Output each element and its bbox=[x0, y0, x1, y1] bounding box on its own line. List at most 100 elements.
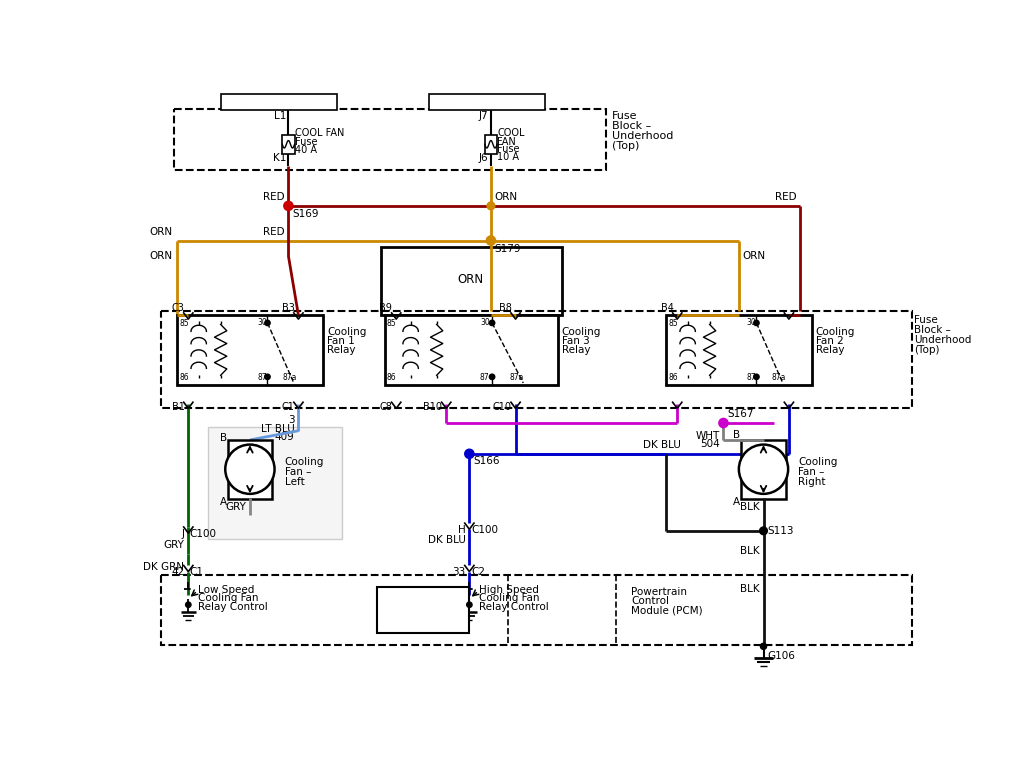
Text: Hot at All Times: Hot at All Times bbox=[236, 95, 324, 105]
Bar bbox=[484, 135, 497, 153]
Text: Module (PCM): Module (PCM) bbox=[631, 605, 702, 616]
Bar bbox=[385, 316, 558, 385]
Text: S166: S166 bbox=[473, 456, 500, 466]
Text: Relay: Relay bbox=[327, 345, 355, 355]
Circle shape bbox=[489, 374, 495, 379]
Text: B10: B10 bbox=[423, 402, 442, 412]
Text: 42: 42 bbox=[171, 567, 184, 577]
Text: Fan 1: Fan 1 bbox=[327, 336, 354, 346]
Text: Cooling Fan: Cooling Fan bbox=[478, 593, 539, 603]
Text: C2: C2 bbox=[471, 567, 485, 577]
Text: 85: 85 bbox=[387, 319, 396, 328]
Text: ORN: ORN bbox=[150, 251, 173, 261]
Text: Cooling: Cooling bbox=[798, 457, 838, 466]
Text: C10: C10 bbox=[493, 402, 512, 412]
Circle shape bbox=[185, 602, 191, 607]
Text: ORN: ORN bbox=[458, 273, 484, 286]
Text: ORN: ORN bbox=[495, 192, 518, 202]
Text: 87: 87 bbox=[257, 373, 267, 382]
Bar bbox=[741, 440, 785, 499]
Text: S167: S167 bbox=[727, 409, 754, 419]
Text: G106: G106 bbox=[767, 650, 796, 660]
Text: RED: RED bbox=[775, 192, 797, 202]
Text: Control: Control bbox=[631, 596, 669, 606]
Text: Fuse: Fuse bbox=[914, 316, 938, 326]
Text: (Top): (Top) bbox=[611, 141, 639, 151]
Text: C1=BLU: C1=BLU bbox=[401, 600, 444, 611]
Bar bbox=[429, 94, 545, 110]
Text: Hot at All Times: Hot at All Times bbox=[443, 95, 531, 105]
Text: B1: B1 bbox=[172, 402, 184, 412]
Text: GRY: GRY bbox=[225, 502, 246, 512]
Text: 10 A: 10 A bbox=[497, 152, 519, 162]
Text: A: A bbox=[733, 497, 740, 507]
Bar bbox=[208, 427, 342, 538]
Text: C100: C100 bbox=[189, 529, 217, 539]
Text: High Speed: High Speed bbox=[478, 584, 539, 594]
Text: Block –: Block – bbox=[914, 326, 951, 336]
Text: C100: C100 bbox=[471, 525, 498, 535]
Circle shape bbox=[760, 527, 767, 535]
Circle shape bbox=[761, 643, 767, 650]
Text: Fuse: Fuse bbox=[295, 137, 317, 147]
Text: J: J bbox=[181, 529, 184, 539]
Text: (Top): (Top) bbox=[914, 345, 940, 355]
Circle shape bbox=[486, 236, 496, 245]
Text: 33: 33 bbox=[453, 567, 466, 577]
Text: ORN: ORN bbox=[150, 227, 173, 237]
Text: H: H bbox=[458, 525, 466, 535]
Text: Powertrain: Powertrain bbox=[631, 587, 687, 597]
Text: S179: S179 bbox=[495, 244, 521, 254]
Text: RED: RED bbox=[263, 192, 285, 202]
Text: COOL: COOL bbox=[497, 129, 524, 139]
Text: RED: RED bbox=[263, 227, 285, 237]
Bar bbox=[177, 316, 323, 385]
Text: 87a: 87a bbox=[282, 373, 297, 382]
Text: Left: Left bbox=[285, 476, 304, 486]
Circle shape bbox=[284, 201, 293, 211]
Text: B8: B8 bbox=[499, 303, 512, 313]
Circle shape bbox=[754, 320, 759, 326]
Text: DK BLU: DK BLU bbox=[643, 440, 681, 450]
Circle shape bbox=[489, 320, 495, 326]
Text: 40 A: 40 A bbox=[295, 146, 316, 155]
Text: BLK: BLK bbox=[740, 584, 760, 594]
Circle shape bbox=[487, 202, 495, 210]
Bar bbox=[666, 316, 812, 385]
Text: 504: 504 bbox=[699, 439, 720, 449]
Text: C1: C1 bbox=[189, 567, 204, 577]
Text: 409: 409 bbox=[274, 432, 295, 442]
Circle shape bbox=[265, 374, 270, 379]
Text: DK GRN: DK GRN bbox=[143, 561, 184, 571]
Text: B4: B4 bbox=[660, 303, 674, 313]
Text: Cooling: Cooling bbox=[285, 457, 324, 466]
Circle shape bbox=[739, 444, 788, 494]
Text: Block –: Block – bbox=[611, 121, 651, 131]
Text: M: M bbox=[756, 462, 771, 476]
Text: DK BLU: DK BLU bbox=[428, 535, 466, 545]
Text: A: A bbox=[220, 497, 226, 507]
Bar bbox=[221, 94, 337, 110]
Text: K1: K1 bbox=[272, 153, 286, 163]
Circle shape bbox=[719, 418, 728, 427]
Text: Low Speed: Low Speed bbox=[198, 584, 254, 594]
Text: Relay: Relay bbox=[562, 345, 590, 355]
Text: L1: L1 bbox=[273, 111, 286, 121]
Text: 86: 86 bbox=[387, 373, 396, 382]
Text: COOL FAN: COOL FAN bbox=[295, 129, 344, 139]
Text: 30: 30 bbox=[480, 318, 489, 326]
Text: 85: 85 bbox=[179, 319, 188, 328]
Text: Fuse: Fuse bbox=[497, 144, 519, 154]
Text: Cooling: Cooling bbox=[327, 327, 367, 337]
Circle shape bbox=[465, 449, 474, 458]
Text: Fan –: Fan – bbox=[285, 466, 311, 476]
Text: 86: 86 bbox=[179, 373, 188, 382]
Text: 87a: 87a bbox=[509, 373, 523, 382]
Text: BLK: BLK bbox=[740, 546, 760, 556]
Text: Fan –: Fan – bbox=[798, 466, 824, 476]
Text: B: B bbox=[220, 434, 226, 444]
Text: Cooling Fan: Cooling Fan bbox=[198, 593, 258, 603]
Circle shape bbox=[467, 602, 472, 607]
Text: Fan 3: Fan 3 bbox=[562, 336, 590, 346]
Bar bbox=[162, 311, 912, 408]
